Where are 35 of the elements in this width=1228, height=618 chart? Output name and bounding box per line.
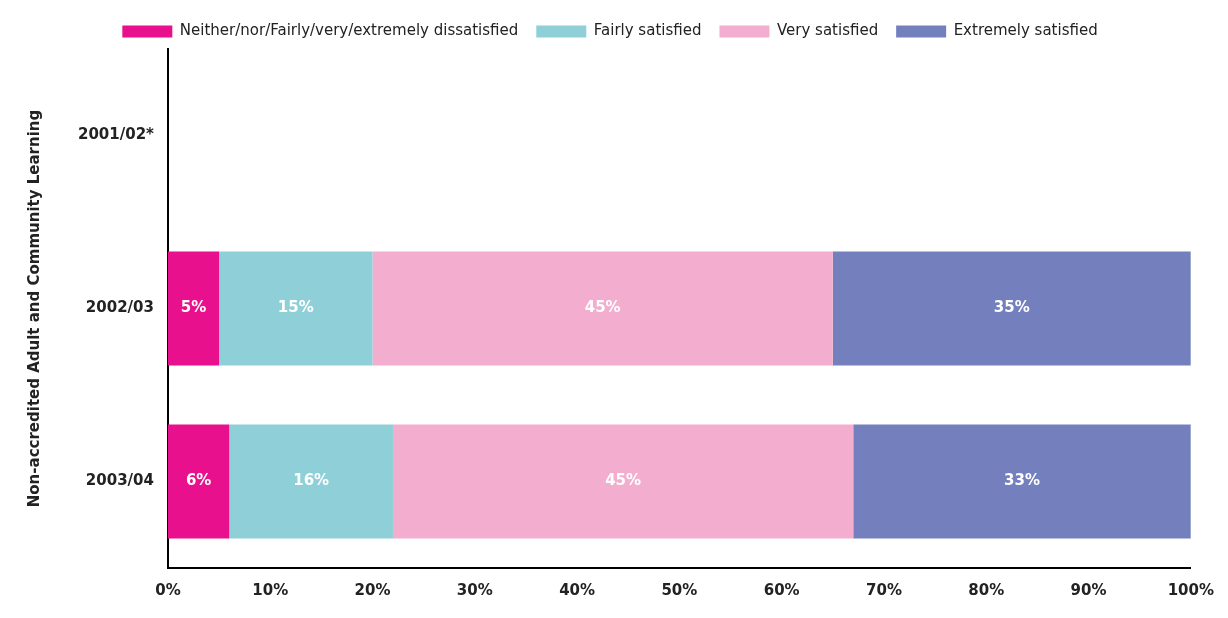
legend-label: Very satisfied [776,21,879,40]
bar [372,251,833,366]
bar [392,424,854,539]
x-tick-label: 50% [661,580,698,599]
data-label: 33% [1004,471,1041,490]
bar [167,424,230,539]
x-tick-label: 100% [1167,580,1214,599]
legend-label: Fairly satisfied [593,21,702,40]
y-axis-title: Non-accredited Adult and Community Learning [24,109,43,508]
data-label: 6% [185,471,212,490]
bar [219,251,373,366]
x-tick-label: 80% [968,580,1005,599]
data-label: 45% [605,471,642,490]
x-tick-label: 90% [1070,580,1107,599]
data-label: 15% [277,298,314,317]
y-tick-label: 2001/02* [77,125,155,144]
x-tick-label: 10% [252,580,289,599]
legend-label: Extremely satisfied [953,21,1098,40]
bar [853,424,1191,539]
bar [832,251,1191,366]
x-tick-label: 70% [866,580,902,599]
x-tick-label: 0% [155,580,181,599]
x-tick-label: 60% [763,580,800,599]
data-label: 35% [993,298,1030,317]
data-label: 45% [584,298,621,317]
y-tick-label: 2003/04 [85,471,154,490]
data-label: 5% [180,298,207,317]
x-tick-label: 20% [354,580,391,599]
legend-label: Neither/nor/Fairly/very/extremely dissatisfied [179,21,519,40]
x-tick-label: 40% [559,580,596,599]
y-tick-label: 2002/03 [85,298,154,317]
bar [229,424,393,539]
bar [167,251,220,366]
data-label: 16% [293,471,330,490]
x-tick-label: 30% [456,580,493,599]
